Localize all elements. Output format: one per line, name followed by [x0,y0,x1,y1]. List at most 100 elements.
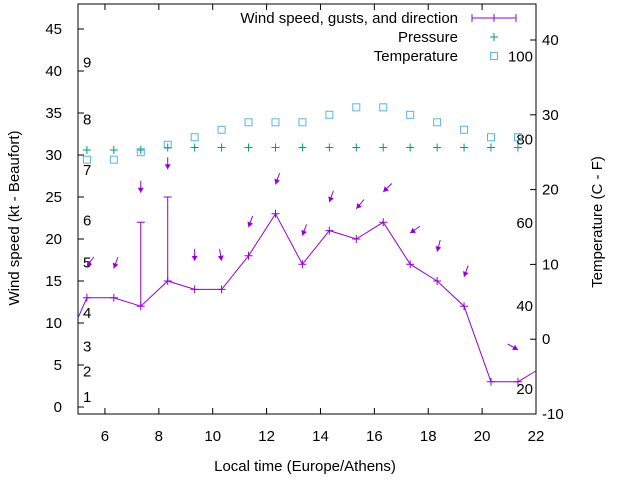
y-tick-label: 40 [45,63,62,80]
pressure-point [271,143,280,152]
pressure-point [325,143,334,152]
beaufort-label: 6 [83,213,91,230]
pressure-point [217,143,226,152]
wind-speed-line [77,212,537,383]
temperature-point [244,118,253,127]
wind-arrowhead [112,262,119,269]
pressure-point [406,143,415,152]
y2-tick-label: 40 [542,32,559,49]
legend-label-temperature: Temperature [374,48,458,65]
temperature-point [487,133,496,142]
wind-arrowhead [86,260,93,267]
pressure-point [190,143,199,152]
wind-arrowhead [512,344,518,350]
beaufort-label: 3 [83,339,91,356]
wind-speed-point [513,377,522,386]
temperature-point [406,110,415,119]
fahrenheit-label: 40 [516,298,533,315]
fahrenheit-label: 100 [508,49,533,66]
beaufort-label: 4 [83,305,91,322]
y-tick-label: 10 [45,315,62,332]
temperature-point [271,118,280,127]
y-tick-label: 25 [45,189,62,206]
x-tick-label: 6 [101,428,109,445]
pressure-point [109,145,118,154]
legend-label-wind: Wind speed, gusts, and direction [240,10,458,27]
y-tick-label: 45 [45,21,62,38]
temperature-point [325,110,334,119]
wind-arrowhead [462,271,469,277]
fahrenheit-label: 60 [516,215,533,232]
wind-speed-point [271,209,280,218]
wind-arrowhead [137,187,144,193]
pressure-point [513,143,522,152]
wind-speed-point [352,235,361,243]
temperature-point [217,125,226,134]
pressure-point [379,143,388,152]
wind-speed-point [379,218,388,227]
y2-tick-label: -10 [542,406,564,423]
temperature-point [352,103,361,112]
wind-speed-point [298,260,307,269]
wind-arrowhead [328,196,334,203]
temperature-point [163,140,172,149]
wind-speed-point [406,260,415,269]
x-tick-label: 12 [258,428,275,445]
y-tick-label: 15 [45,273,62,290]
y2-tick-label: 10 [542,256,559,273]
wind-arrowhead [383,186,389,192]
wind-speed-point [460,302,469,311]
temperature-point [109,155,118,164]
y2-tick-label: 20 [542,182,559,199]
x-tick-label: 20 [474,428,491,445]
legend-sample-wind [471,14,517,22]
temperature-point [136,148,145,157]
wind-speed-point [217,285,226,294]
wind-speed-point [325,226,334,235]
plot-border [77,3,537,415]
x-tick-label: 18 [420,428,437,445]
legend-sample-pressure [490,33,498,41]
y-tick-label: 5 [54,357,62,374]
wind-speed-point [109,293,118,302]
wind-speed-point [82,293,91,302]
temperature-point [190,133,199,142]
temperature-point [298,118,307,127]
x-tick-label: 16 [366,428,383,445]
temperature-point [513,133,522,142]
beaufort-label: 8 [83,112,91,129]
wind-arrowhead [410,227,417,234]
pressure-point [298,143,307,152]
pressure-point [82,145,91,154]
y2-tick-label: 30 [542,107,559,124]
pressure-point [244,143,253,152]
y-axis-label: Wind speed (kt - Beaufort) [6,130,23,305]
wind-gust-bar [136,221,145,307]
wind-arrowhead [435,245,442,252]
wind-arrowhead [217,255,224,261]
wind-arrowhead [247,221,254,228]
beaufort-label: 9 [83,55,91,72]
temperature-point [433,118,442,127]
legend-sample-temperature [490,52,498,60]
wind-gust-bar [163,196,172,281]
y-tick-label: 0 [54,399,62,416]
pressure-point [460,143,469,152]
pressure-point [163,143,172,152]
y2-axis-label: Temperature (C - F) [589,156,606,288]
beaufort-label: 2 [83,364,91,381]
x-tick-label: 10 [204,428,221,445]
y-tick-label: 30 [45,147,62,164]
wind-speed-point [433,277,442,285]
fahrenheit-label: 80 [516,132,533,149]
pressure-point [352,143,361,152]
wind-speed-point [190,285,199,294]
wind-speed-point [244,251,253,260]
beaufort-label: 7 [83,162,91,179]
wind-arrowhead [301,229,307,236]
pressure-point [487,143,496,152]
wind-arrowhead [274,178,281,185]
wind-speed-point [487,377,496,386]
wind-arrowhead [191,255,198,261]
